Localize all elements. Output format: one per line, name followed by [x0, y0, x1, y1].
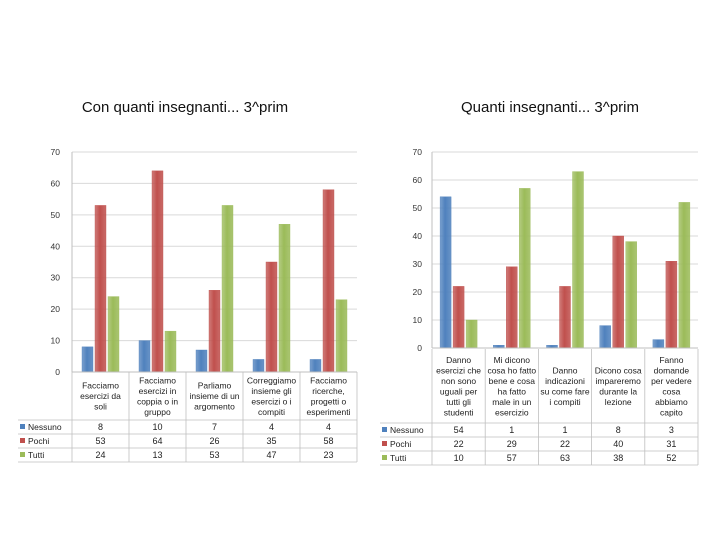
legend-label: Pochi	[28, 436, 49, 446]
y-tick-label: 0	[417, 343, 422, 353]
bar	[439, 196, 452, 349]
table-value: 1	[562, 425, 567, 435]
table-value: 64	[152, 436, 162, 446]
bar	[138, 340, 151, 373]
table-value: 13	[152, 450, 162, 460]
table-value: 10	[152, 422, 162, 432]
bar	[151, 170, 164, 373]
table-value: 31	[666, 439, 676, 449]
bar	[208, 290, 221, 373]
bar	[265, 261, 278, 373]
table-value: 38	[613, 453, 623, 463]
x-category-label: Mi dicono cosa ho fatto bene e cosa ha fatt…	[487, 355, 536, 418]
table-value: 4	[269, 422, 274, 432]
x-category-label: Danno indicazioni su come fare i compiti	[540, 365, 589, 407]
bar	[252, 359, 265, 373]
table-value: 40	[613, 439, 623, 449]
table-value: 53	[95, 436, 105, 446]
table-value: 35	[266, 436, 276, 446]
table-value: 53	[209, 450, 219, 460]
table-value: 54	[454, 425, 464, 435]
bar	[665, 261, 678, 349]
bar	[335, 299, 348, 373]
y-tick-label: 0	[55, 367, 60, 377]
y-tick-label: 40	[413, 231, 423, 241]
legend-label: Pochi	[390, 439, 411, 449]
bar	[322, 189, 335, 373]
bar	[452, 286, 465, 349]
x-category-label: Facciamo esercizi in coppia o in gruppo	[137, 375, 178, 417]
y-tick-label: 70	[413, 147, 423, 157]
x-category-label: Facciamo esercizi da soli	[80, 381, 121, 412]
bar	[652, 339, 665, 349]
bar	[678, 202, 691, 349]
table-value: 8	[98, 422, 103, 432]
bar	[506, 266, 518, 349]
bar	[278, 224, 291, 373]
table-value: 22	[560, 439, 570, 449]
legend-swatch	[20, 452, 25, 457]
chart-1-title: Con quanti insegnanti... 3^prim	[81, 99, 289, 116]
y-tick-label: 20	[413, 287, 423, 297]
bar	[599, 325, 611, 349]
bar	[221, 205, 234, 373]
table-value: 23	[323, 450, 333, 460]
y-tick-label: 70	[51, 147, 61, 157]
table-value: 47	[266, 450, 276, 460]
bar	[572, 171, 584, 349]
bar	[519, 188, 531, 349]
bar	[612, 235, 624, 349]
table-value: 1	[509, 425, 514, 435]
table-value: 29	[507, 439, 517, 449]
y-tick-label: 20	[51, 304, 61, 314]
table-value: 22	[454, 439, 464, 449]
x-category-label: Parliamo insieme di un argomento	[189, 381, 239, 412]
x-category-label: Danno esercizi che non sono uguali per tutti…	[436, 355, 481, 418]
table-value: 10	[454, 453, 464, 463]
y-tick-label: 50	[51, 210, 61, 220]
table-value: 24	[95, 450, 105, 460]
bar	[94, 205, 107, 373]
table-value: 58	[323, 436, 333, 446]
bar	[559, 286, 571, 349]
table-value: 57	[507, 453, 517, 463]
legend-swatch	[382, 455, 387, 460]
y-tick-label: 10	[413, 315, 423, 325]
legend-label: Tutti	[28, 450, 44, 460]
table-value: 52	[666, 453, 676, 463]
bar	[625, 241, 637, 349]
y-tick-label: 60	[51, 178, 61, 188]
table-value: 7	[212, 422, 217, 432]
y-tick-label: 60	[413, 175, 423, 185]
legend-label: Tutti	[390, 453, 406, 463]
y-tick-label: 30	[51, 273, 61, 283]
legend-swatch	[20, 424, 25, 429]
bar	[465, 319, 478, 349]
bar	[309, 359, 322, 373]
bar	[164, 330, 177, 373]
y-tick-label: 10	[51, 336, 61, 346]
table-value: 26	[209, 436, 219, 446]
legend-label: Nessuno	[28, 422, 62, 432]
y-tick-label: 50	[413, 203, 423, 213]
bar	[195, 349, 208, 373]
legend-swatch	[382, 441, 387, 446]
bar	[81, 346, 94, 373]
table-value: 8	[616, 425, 621, 435]
y-tick-label: 40	[51, 241, 61, 251]
x-category-label: Correggiamo insieme gli esercizi o i compit…	[247, 375, 296, 417]
x-category-label: Fanno domande per vedere cosa abbiamo capito	[651, 355, 692, 418]
table-value: 4	[326, 422, 331, 432]
x-category-label: Facciamo ricerche, progetti o esperimenti	[307, 375, 351, 417]
legend-swatch	[382, 427, 387, 432]
x-category-label: Dicono cosa impareremo durante la lezione	[595, 365, 642, 407]
legend-swatch	[20, 438, 25, 443]
legend-label: Nessuno	[390, 425, 424, 435]
chart-2-title: Quanti insegnanti... 3^prim	[461, 99, 639, 116]
table-value: 3	[669, 425, 674, 435]
y-tick-label: 30	[413, 259, 423, 269]
table-value: 63	[560, 453, 570, 463]
bar	[107, 296, 120, 373]
